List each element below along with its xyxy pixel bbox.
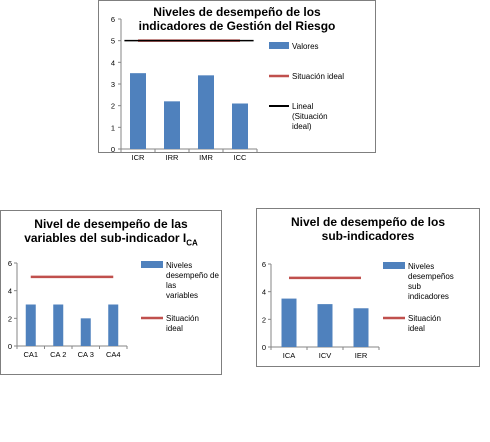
y-tick-label: 6 [8, 259, 12, 268]
bar [130, 73, 146, 149]
y-tick-label: 2 [8, 314, 12, 323]
bar [353, 308, 369, 347]
legend-label: (Situación [292, 112, 328, 121]
x-tick-label: CA4 [106, 350, 121, 359]
x-tick-label: IRR [166, 153, 180, 162]
chart-title-line-1: Nivel de desempeño de los [290, 215, 446, 229]
legend-label: sub [408, 282, 421, 291]
bar [80, 318, 91, 346]
legend-label: Situación ideal [292, 72, 344, 81]
chart-title-line-2: indicadores de Gestión del Riesgo [138, 19, 336, 33]
x-tick-label: IMR [199, 153, 213, 162]
y-tick-label: 4 [262, 288, 266, 297]
x-tick-label: CA 2 [50, 350, 66, 359]
legend-label: desempeños [408, 272, 454, 281]
bar [232, 103, 248, 149]
legend-label: ideal [166, 324, 183, 333]
legend-label: desempeño de [166, 271, 219, 280]
chart-title-line-2-text: variables del sub-indicador I [24, 231, 187, 245]
legend-label: Valores [292, 42, 319, 51]
legend-label: variables [166, 291, 198, 300]
x-tick-label: ICC [234, 153, 248, 162]
bar [281, 298, 297, 347]
chart-panel-subindicator-variables: Nivel de desempeño de las variables del … [0, 210, 222, 375]
y-tick-label: 6 [111, 15, 115, 24]
legend-swatch-bar [269, 42, 289, 49]
y-tick-label: 6 [262, 260, 266, 269]
chart-plot: 0 2 4 6 ICA ICV IER Nivelesdesempeñossubindicad… [262, 260, 454, 360]
chart-title: Nivel de desempeño de las variables del … [1, 217, 221, 250]
bar [108, 304, 119, 346]
x-tick-label: ICA [283, 351, 296, 360]
chart-plot: 0 1 2 3 4 5 6 ICR IRR IMR ICC Valores Situación idea… [111, 15, 344, 162]
y-tick-label: 0 [262, 343, 266, 352]
y-tick-label: 0 [111, 145, 115, 154]
x-tick-label: CA 3 [78, 350, 94, 359]
chart-panel-risk-indicators: Niveles de desempeño de los indicadores … [98, 0, 376, 162]
y-tick-label: 4 [8, 287, 12, 296]
legend-label: Situación [408, 314, 441, 323]
legend-label: Situación [166, 314, 199, 323]
chart-title-line-1: Nivel de desempeño de las [34, 217, 188, 231]
bar [53, 304, 64, 346]
legend-label: las [166, 281, 176, 290]
y-tick-label: 0 [8, 342, 12, 351]
chart-title-line-1: Niveles de desempeño de los [153, 5, 321, 19]
chart-panel-subindicators: Nivel de desempeño de los sub-indicadore… [256, 208, 480, 367]
y-tick-label: 4 [111, 58, 115, 67]
x-tick-label: ICV [319, 351, 332, 360]
chart-title-line-2: variables del sub-indicador ICA [1, 231, 221, 250]
legend-swatch-bar [383, 262, 405, 269]
legend-label: Lineal [292, 102, 314, 111]
legend-label: ideal) [292, 122, 312, 131]
legend-label: Niveles [408, 262, 434, 271]
y-tick-label: 2 [262, 315, 266, 324]
chart-title: Niveles de desempeño de los indicadores … [99, 5, 375, 33]
x-tick-label: ICR [132, 153, 146, 162]
x-tick-label: IER [355, 351, 368, 360]
x-tick-label: CA1 [23, 350, 38, 359]
chart-title-subscript: CA [186, 238, 198, 248]
bar [25, 304, 36, 346]
bar [317, 304, 333, 347]
y-tick-label: 3 [111, 80, 115, 89]
chart-title: Nivel de desempeño de los sub-indicadore… [257, 215, 479, 243]
y-tick-label: 2 [111, 102, 115, 111]
chart-title-line-2: sub-indicadores [321, 229, 415, 243]
bar [198, 75, 214, 149]
legend-label: ideal [408, 324, 425, 333]
y-tick-label: 1 [111, 123, 115, 132]
legend-label: Niveles [166, 261, 192, 270]
legend-label: indicadores [408, 292, 449, 301]
legend-swatch-bar [141, 261, 163, 268]
bar [164, 101, 180, 149]
y-tick-label: 5 [111, 37, 115, 46]
